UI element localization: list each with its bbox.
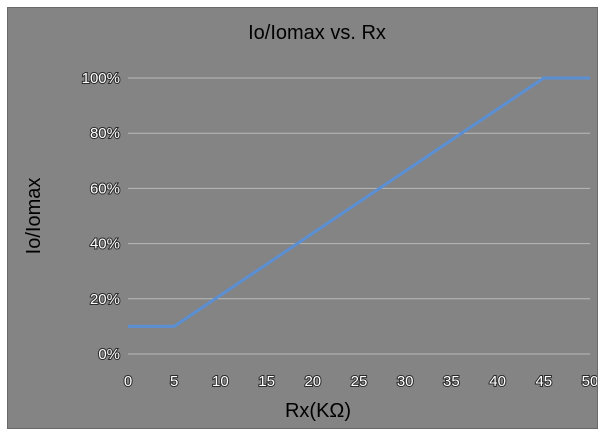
x-tick-label: 15: [258, 373, 275, 390]
chart-title: Io/Iomax vs. Rx: [248, 22, 386, 44]
x-tick-label: 50: [582, 373, 597, 390]
y-tick-label: 20%: [90, 291, 120, 308]
x-tick-label: 20: [304, 373, 321, 390]
x-tick-label: 10: [212, 373, 229, 390]
x-tick-label: 45: [535, 373, 552, 390]
x-tick-label: 0: [124, 373, 132, 390]
series-line: [128, 76, 590, 328]
y-tick-label: 60%: [90, 180, 120, 197]
x-tick-label: 30: [397, 373, 414, 390]
y-tick-label: 40%: [90, 236, 120, 253]
chart-canvas: Io/Iomax vs. Rx Rx(KΩ) Io/Iomax 0% 20% 40%…: [23, 22, 597, 422]
x-axis-label: Rx(KΩ): [285, 400, 351, 422]
y-tick-label: 0%: [98, 346, 120, 363]
y-tick-label: 100%: [82, 70, 120, 87]
chart-area: Io/Iomax vs. Rx Rx(KΩ) Io/Iomax 0% 20% 40%…: [7, 7, 598, 429]
x-tick-label: 40: [489, 373, 506, 390]
y-axis-label: Io/Iomax: [23, 178, 45, 255]
x-tick-label: 25: [351, 373, 368, 390]
x-tick-label: 35: [443, 373, 460, 390]
x-tick-label: 5: [170, 373, 178, 390]
y-tick-label: 80%: [90, 125, 120, 142]
